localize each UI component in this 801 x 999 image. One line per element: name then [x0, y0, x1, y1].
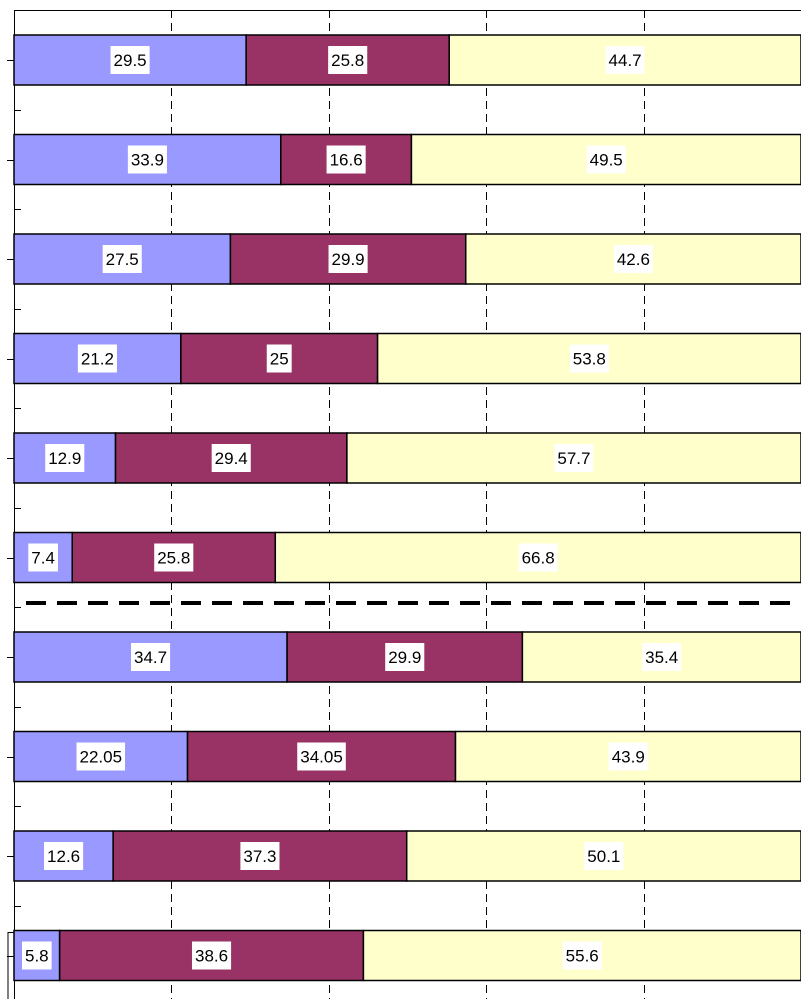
data-label: 37.3 — [240, 842, 279, 870]
data-label: 66.8 — [519, 544, 558, 572]
data-label-text: 29.9 — [388, 648, 421, 667]
data-label: 49.5 — [587, 146, 626, 174]
data-label: 5.8 — [22, 942, 52, 970]
data-label: 43.9 — [609, 743, 648, 771]
data-label: 33.9 — [128, 146, 167, 174]
data-label-text: 25.8 — [157, 549, 190, 568]
data-label-text: 12.9 — [48, 449, 81, 468]
data-label-text: 50.1 — [587, 847, 620, 866]
data-label-text: 34.05 — [300, 748, 343, 767]
data-label: 34.7 — [131, 643, 170, 671]
data-label-text: 12.6 — [47, 847, 80, 866]
data-label: 21.2 — [78, 345, 117, 373]
data-label-text: 25 — [270, 350, 289, 369]
data-label: 50.1 — [584, 842, 623, 870]
data-label-text: 44.7 — [609, 51, 642, 70]
data-label-text: 35.4 — [645, 648, 678, 667]
data-label-text: 43.9 — [612, 748, 645, 767]
data-label-text: 66.8 — [522, 549, 555, 568]
data-label: 57.7 — [554, 444, 593, 472]
data-label-text: 5.8 — [25, 947, 49, 966]
data-label: 34.05 — [297, 743, 346, 771]
data-label: 29.9 — [329, 245, 368, 273]
data-label-text: 25.8 — [331, 51, 364, 70]
data-label: 55.6 — [563, 942, 602, 970]
data-label-text: 16.6 — [330, 151, 363, 170]
data-label: 42.6 — [614, 245, 653, 273]
data-label-text: 7.4 — [31, 549, 55, 568]
data-label: 29.9 — [385, 643, 424, 671]
data-label-text: 38.6 — [195, 947, 228, 966]
data-label: 29.4 — [212, 444, 251, 472]
bars — [14, 35, 801, 981]
data-label: 38.6 — [192, 942, 231, 970]
data-label-text: 22.05 — [79, 748, 122, 767]
data-label: 27.5 — [103, 245, 142, 273]
data-label-text: 49.5 — [590, 151, 623, 170]
data-label: 25 — [267, 345, 292, 373]
data-label-text: 27.5 — [106, 250, 139, 269]
data-label: 53.8 — [570, 345, 609, 373]
data-label-text: 42.6 — [617, 250, 650, 269]
data-label-text: 57.7 — [557, 449, 590, 468]
data-label-text: 55.6 — [566, 947, 599, 966]
data-label: 35.4 — [642, 643, 681, 671]
data-label-text: 37.3 — [243, 847, 276, 866]
data-label: 22.05 — [76, 743, 125, 771]
data-label-text: 34.7 — [134, 648, 167, 667]
data-label-text: 21.2 — [81, 350, 114, 369]
data-label-text: 29.9 — [332, 250, 365, 269]
data-label-text: 53.8 — [573, 350, 606, 369]
data-label: 12.6 — [44, 842, 83, 870]
data-label-text: 29.5 — [114, 51, 147, 70]
data-label: 25.8 — [154, 544, 193, 572]
data-label: 16.6 — [327, 146, 366, 174]
data-label-text: 33.9 — [131, 151, 164, 170]
data-label: 29.5 — [111, 46, 150, 74]
data-label-text: 29.4 — [215, 449, 248, 468]
data-label: 44.7 — [606, 46, 645, 74]
data-label: 25.8 — [328, 46, 367, 74]
data-label: 7.4 — [28, 544, 58, 572]
data-label: 12.9 — [45, 444, 84, 472]
